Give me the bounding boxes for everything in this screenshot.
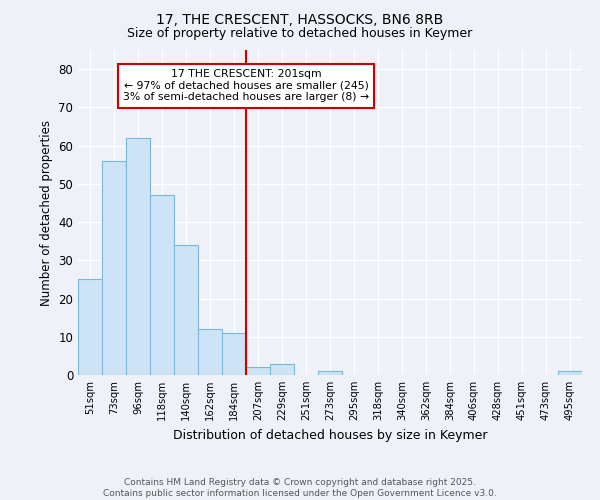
Text: Contains HM Land Registry data © Crown copyright and database right 2025.
Contai: Contains HM Land Registry data © Crown c… [103, 478, 497, 498]
Bar [174, 245, 198, 375]
Text: 17, THE CRESCENT, HASSOCKS, BN6 8RB: 17, THE CRESCENT, HASSOCKS, BN6 8RB [157, 12, 443, 26]
Bar [318, 371, 342, 375]
Bar [270, 364, 294, 375]
Bar [150, 196, 174, 375]
Bar [78, 280, 102, 375]
Bar [102, 161, 126, 375]
Bar [558, 371, 582, 375]
Bar [246, 368, 270, 375]
Bar [126, 138, 150, 375]
Text: 17 THE CRESCENT: 201sqm
← 97% of detached houses are smaller (245)
3% of semi-de: 17 THE CRESCENT: 201sqm ← 97% of detache… [123, 69, 369, 102]
Y-axis label: Number of detached properties: Number of detached properties [40, 120, 53, 306]
X-axis label: Distribution of detached houses by size in Keymer: Distribution of detached houses by size … [173, 428, 487, 442]
Bar [222, 333, 246, 375]
Text: Size of property relative to detached houses in Keymer: Size of property relative to detached ho… [127, 28, 473, 40]
Bar [198, 329, 222, 375]
